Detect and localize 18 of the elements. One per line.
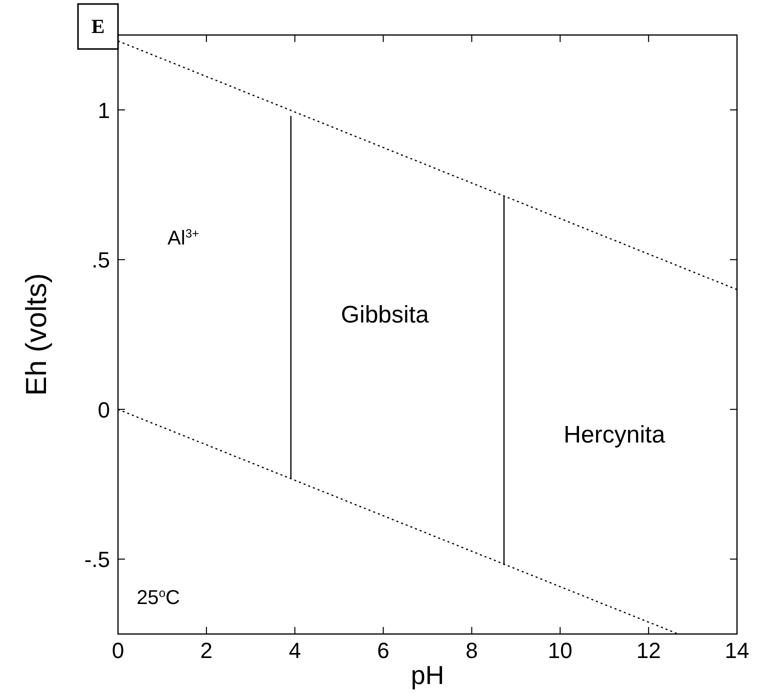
x-tick-label: 12	[636, 638, 661, 663]
x-tick-label: 2	[200, 638, 213, 663]
y-tick-label: .5	[92, 248, 110, 273]
x-tick-label: 4	[288, 638, 301, 663]
annotation: Al$^{3+}$	[168, 226, 200, 250]
y-tick-label: 0	[98, 397, 110, 422]
x-axis-title: pH	[410, 660, 444, 690]
annotation: Hercynita	[564, 421, 666, 448]
x-tick-label: 10	[548, 638, 572, 663]
y-tick-label: -.5	[84, 547, 110, 572]
annotation: Gibbsita	[340, 302, 430, 329]
x-tick-label: 8	[466, 638, 478, 663]
annotation: 25$^{o}$C	[136, 586, 180, 610]
y-axis-title: Eh (volts)	[21, 273, 53, 396]
y-tick-label: 1	[98, 98, 110, 123]
chart-title: E	[91, 16, 105, 38]
x-tick-label: 6	[377, 638, 390, 663]
x-tick-label: 14	[724, 638, 750, 663]
